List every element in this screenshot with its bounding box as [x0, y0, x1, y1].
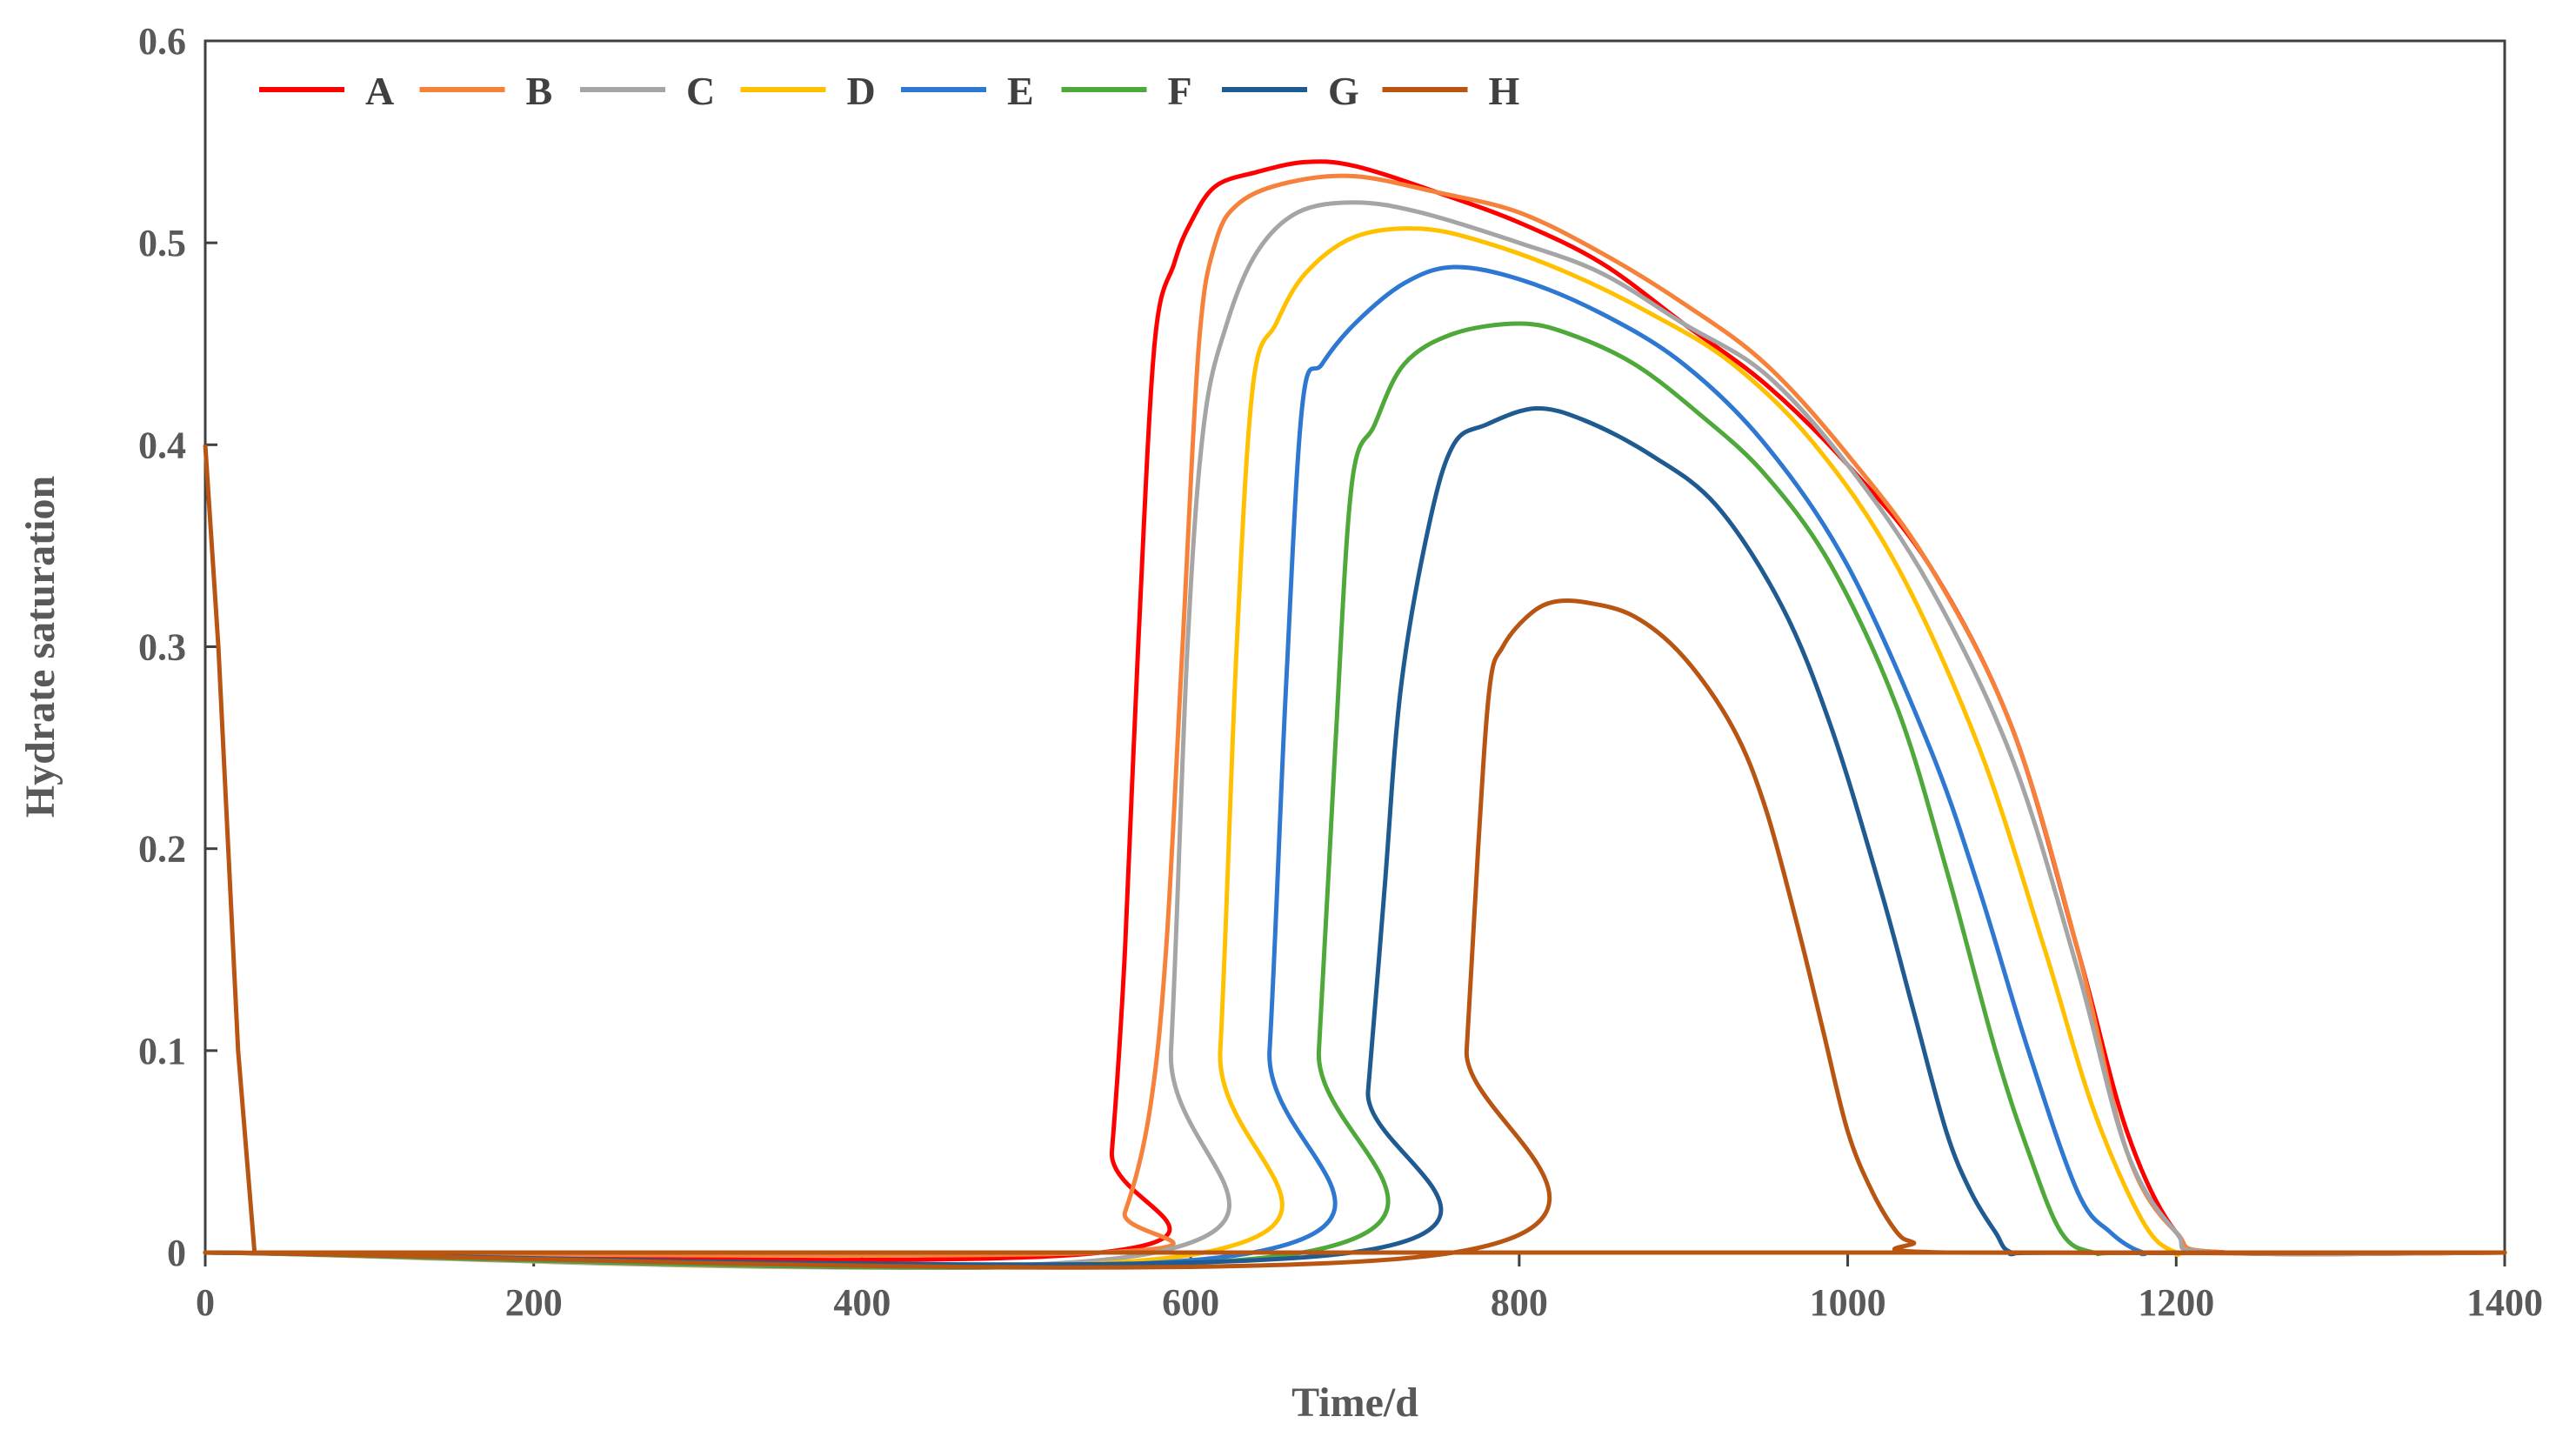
y-axis-ticks: 0 0.1 0.2 0.3 0.4 0.5 0.6	[138, 20, 217, 1274]
series-line-h	[203, 598, 2507, 1270]
x-axis-title: Time/d	[1291, 1380, 1418, 1426]
series-line-b	[203, 173, 2507, 1258]
legend-label-f: F	[1168, 69, 1192, 113]
series-lines	[203, 159, 2507, 1270]
series-line-g	[203, 405, 2507, 1267]
legend-label-c: C	[686, 69, 715, 113]
y-tick-label: 0.1	[138, 1030, 186, 1072]
legend-label-h: H	[1489, 69, 1520, 113]
series-line-c	[203, 200, 2507, 1270]
y-tick-label: 0.4	[138, 424, 186, 466]
x-tick-label: 1400	[2466, 1281, 2543, 1324]
legend-label-a: A	[365, 69, 394, 113]
x-tick-label: 1000	[1810, 1281, 1886, 1324]
x-tick-label: 800	[1491, 1281, 1548, 1324]
x-tick-label: 600	[1162, 1281, 1219, 1324]
x-tick-label: 1200	[2138, 1281, 2214, 1324]
legend: A B C D E F G H	[259, 69, 1520, 113]
initial-drop-line	[203, 444, 2505, 1255]
x-tick-label: 200	[505, 1281, 563, 1324]
y-tick-label: 0.3	[138, 626, 186, 669]
legend-label-b: B	[526, 69, 553, 113]
legend-label-e: E	[1007, 69, 1034, 113]
series-line-f	[203, 321, 2507, 1270]
y-axis-title: Hydrate saturation	[17, 476, 63, 818]
series-line-d	[203, 226, 2507, 1270]
y-tick-label: 0.6	[138, 20, 186, 63]
y-tick-label: 0.2	[138, 828, 186, 871]
x-tick-label: 0	[196, 1281, 215, 1324]
x-tick-label: 400	[833, 1281, 891, 1324]
legend-label-g: G	[1328, 69, 1359, 113]
legend-label-d: D	[847, 69, 876, 113]
y-tick-label: 0	[167, 1232, 186, 1274]
y-tick-label: 0.5	[138, 222, 186, 264]
series-line-e	[203, 264, 2507, 1270]
x-axis-ticks: 0 200 400 600 800 1000 1200 1400	[196, 1253, 2543, 1324]
